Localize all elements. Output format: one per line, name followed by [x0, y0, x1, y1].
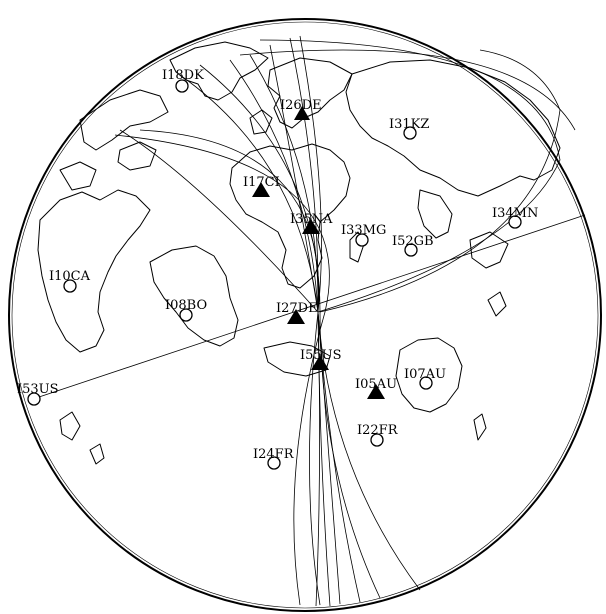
- arc-8: [269, 44, 320, 607]
- station-i24fr-marker[interactable]: [267, 456, 281, 470]
- station-i26de-marker[interactable]: [294, 106, 310, 120]
- station-i55us-label: I55US: [300, 348, 342, 363]
- coast-europe: [249, 57, 353, 135]
- station-i07au-label: I07AU: [404, 367, 446, 382]
- station-i18dk-marker[interactable]: [175, 79, 189, 93]
- globe-outline: [8, 18, 602, 612]
- coast-islands-east: [473, 291, 507, 441]
- station-i26de-label: I26DE: [280, 98, 322, 113]
- coast-madagascar: [349, 231, 365, 263]
- station-i10ca-marker[interactable]: [63, 279, 77, 293]
- arc-13: [239, 49, 576, 131]
- arc-12: [259, 39, 561, 313]
- coast-south-asia: [417, 189, 509, 269]
- station-i27de-marker[interactable]: [287, 309, 305, 324]
- station-i35na-label: I35NA: [290, 212, 333, 227]
- coast-australia: [395, 337, 463, 413]
- station-i55us-marker[interactable]: [311, 355, 329, 370]
- station-i52gb-label: I52GB: [392, 234, 434, 249]
- arc-7: [249, 54, 341, 605]
- station-i05au-label: I05AU: [355, 377, 397, 392]
- station-i52gb-marker[interactable]: [404, 243, 418, 257]
- station-markers: I18DK I26DE I31KZ I17CI I35NA I33MG I52G…: [17, 68, 538, 470]
- arc-14: [119, 129, 319, 313]
- station-i31kz-marker[interactable]: [403, 126, 417, 140]
- coast-arctic-islands: [59, 89, 169, 191]
- station-i27de-label: I27DE: [276, 301, 318, 316]
- ray-paths: [29, 35, 586, 607]
- coast-africa: [229, 143, 351, 289]
- arc-5: [199, 64, 381, 599]
- station-i24fr-label: I24FR: [253, 447, 295, 462]
- station-i10ca-label: I10CA: [49, 269, 91, 284]
- arc-1: [29, 214, 586, 401]
- station-i34mn-label: I34MN: [492, 206, 538, 221]
- station-i35na-marker[interactable]: [302, 219, 320, 234]
- station-i33mg-marker[interactable]: [355, 233, 369, 247]
- arc-6: [229, 59, 361, 603]
- station-i18dk-label: I18DK: [162, 68, 204, 83]
- station-i22fr-marker[interactable]: [370, 433, 384, 447]
- arc-11: [319, 49, 561, 313]
- arc-9: [289, 37, 331, 607]
- coast-asia: [345, 59, 561, 197]
- coast-north-america: [37, 189, 151, 353]
- coast-west-fragments: [59, 411, 105, 465]
- station-i08bo-label: I08BO: [165, 298, 207, 313]
- station-i22fr-label: I22FR: [357, 423, 399, 438]
- station-i17ci-marker[interactable]: [252, 182, 270, 197]
- station-i53us-label: I53US: [17, 382, 59, 397]
- station-i05au-marker[interactable]: [367, 384, 385, 399]
- arc-4: [179, 74, 421, 591]
- station-i17ci-label: I17CI: [243, 175, 280, 190]
- station-i33mg-label: I33MG: [341, 223, 386, 238]
- coast-south-america: [149, 245, 239, 347]
- station-i31kz-label: I31KZ: [389, 117, 429, 132]
- coastlines: [37, 41, 561, 465]
- station-i34mn-marker[interactable]: [508, 215, 522, 229]
- globe-outline-inner: [11, 21, 599, 609]
- station-i53us-marker[interactable]: [27, 392, 41, 406]
- arc-10: [299, 35, 322, 313]
- arc-3: [139, 129, 321, 606]
- station-i07au-marker[interactable]: [419, 376, 433, 390]
- station-i08bo-marker[interactable]: [179, 308, 193, 322]
- arc-2: [114, 134, 330, 606]
